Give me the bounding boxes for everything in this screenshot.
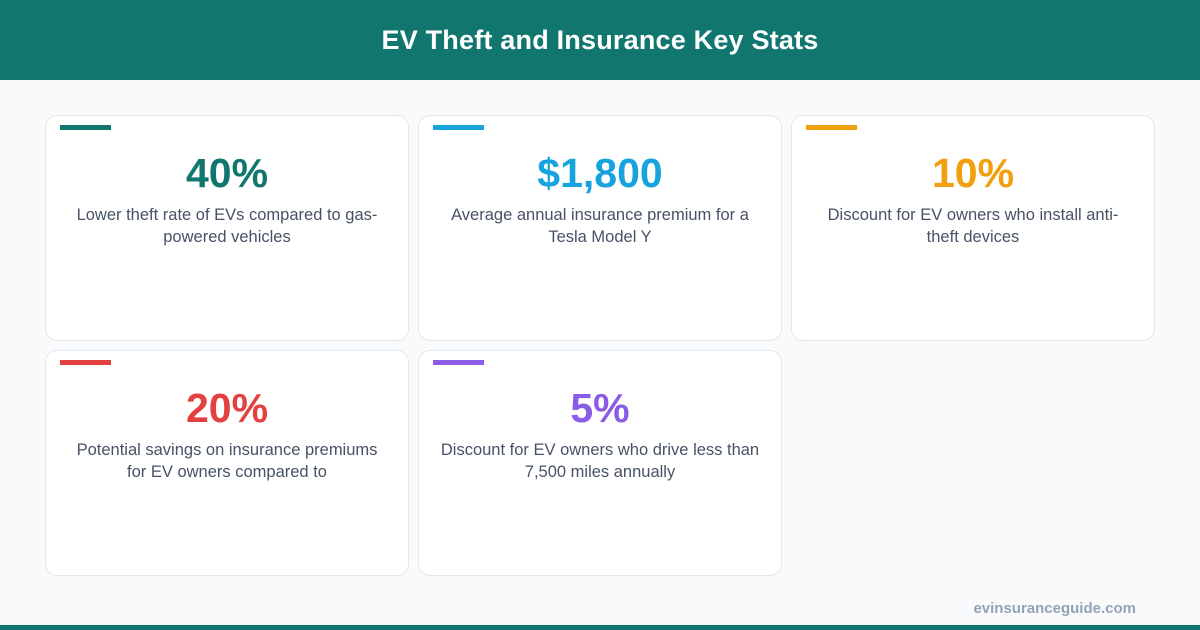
header-banner: EV Theft and Insurance Key Stats bbox=[0, 0, 1200, 80]
stat-card-theft-rate: 40% Lower theft rate of EVs compared to … bbox=[45, 115, 409, 341]
bottom-stripe bbox=[0, 625, 1200, 630]
accent-bar bbox=[60, 125, 111, 130]
accent-bar bbox=[433, 360, 484, 365]
stat-description: Discount for EV owners who drive less th… bbox=[440, 441, 760, 481]
stat-description: Lower theft rate of EVs compared to gas-… bbox=[76, 206, 378, 246]
stat-value: $1,800 bbox=[537, 150, 663, 196]
stat-card-premium: $1,800 Average annual insurance premium … bbox=[418, 115, 782, 341]
stat-value: 10% bbox=[931, 150, 1015, 196]
stat-card-savings: 20% Potential savings on insurance premi… bbox=[45, 350, 409, 576]
page-title: EV Theft and Insurance Key Stats bbox=[381, 24, 819, 55]
stat-value: 20% bbox=[185, 385, 269, 431]
footer-url: evinsuranceguide.com bbox=[973, 600, 1136, 617]
stat-card-low-mileage-discount: 5% Discount for EV owners who drive less… bbox=[418, 350, 782, 576]
stat-description: Average annual insurance premium for a T… bbox=[451, 206, 749, 246]
stat-card-anti-theft-discount: 10% Discount for EV owners who install a… bbox=[791, 115, 1155, 341]
accent-bar bbox=[433, 125, 484, 130]
accent-bar bbox=[60, 360, 111, 365]
stat-description: Potential savings on insurance premiums … bbox=[76, 441, 378, 481]
stat-value: 5% bbox=[570, 385, 630, 431]
stat-description: Discount for EV owners who install anti-… bbox=[827, 206, 1119, 246]
accent-bar bbox=[806, 125, 857, 130]
stat-value: 40% bbox=[185, 150, 269, 196]
